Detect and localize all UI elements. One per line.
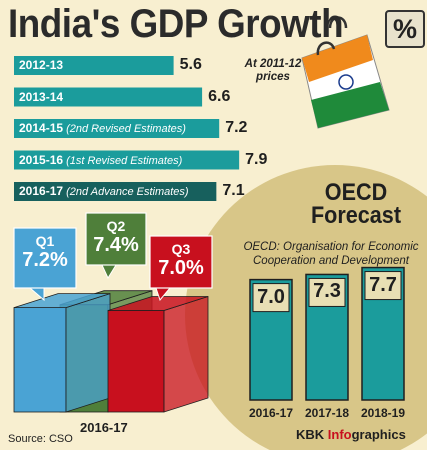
quarterly-3d-bars xyxy=(13,212,213,413)
oecd-bar-year: 2017-18 xyxy=(304,406,350,420)
oecd-value-box xyxy=(252,283,290,313)
percent-icon: % xyxy=(385,10,425,48)
quarter-callout xyxy=(13,227,77,289)
gdp-bar-note: (1st Revised Estimates) xyxy=(63,154,183,167)
quarter-bar-top xyxy=(107,296,209,311)
gdp-bar-label: 2016-17 (2nd Advance Estimates) xyxy=(19,184,189,198)
gdp-bar xyxy=(14,150,240,170)
source-note: Source: CSO xyxy=(8,433,73,445)
gdp-bar xyxy=(14,87,203,107)
brand-highlight: Info xyxy=(327,427,352,442)
oecd-bars xyxy=(249,266,405,401)
gdp-bar-value: 7.9 xyxy=(245,150,268,168)
gdp-bar-value: 5.6 xyxy=(179,56,202,73)
oecd-value-box xyxy=(308,277,346,307)
quarter-callout-pointer xyxy=(101,264,117,280)
gdp-bar-label: 2013-14 xyxy=(19,90,63,104)
quarter-callout xyxy=(85,212,147,266)
gdp-bar-category: 2014-15 xyxy=(19,121,64,135)
quarter-bar-side xyxy=(65,293,111,413)
gdp-bar-category: 2016-17 xyxy=(19,184,64,198)
oecd-bar-value: 7.7 xyxy=(369,273,397,296)
oecd-title: OECD Forecast xyxy=(293,179,419,229)
oecd-bar-value: 7.3 xyxy=(313,280,341,303)
gdp-bar-category: 2013-14 xyxy=(19,89,64,104)
gdp-bar-value: 7.2 xyxy=(225,119,248,136)
price-note: At 2011-12 prices xyxy=(244,58,302,83)
quarter-bar-front xyxy=(107,310,165,413)
quarter-callout-text: Q2 7.4% xyxy=(87,218,145,256)
oecd-title-line1: OECD xyxy=(324,179,388,206)
shopping-bag-icon xyxy=(301,16,390,129)
gdp-bar-label: 2012-13 xyxy=(19,58,63,72)
oecd-value-box xyxy=(364,271,402,301)
gdp-bar-value: 6.6 xyxy=(208,87,231,105)
quarter-name: Q1 xyxy=(35,233,55,249)
brand-prefix: KBK xyxy=(296,427,328,442)
quarter-callout-text: Q3 7.0% xyxy=(152,241,210,279)
horizontal-bars xyxy=(14,56,240,201)
gdp-bar xyxy=(14,182,217,201)
brand-suffix: graphics xyxy=(351,427,406,442)
quarter-name: Q3 xyxy=(171,241,191,257)
brand-logo: KBK Infographics xyxy=(296,427,406,442)
quarter-bar-front xyxy=(13,307,67,413)
oecd-title-line2: Forecast xyxy=(310,202,402,229)
gdp-bar-label: 2014-15 (2nd Revised Estimates) xyxy=(19,121,186,135)
quarter-bar-side xyxy=(163,295,209,413)
oecd-subtitle: OECD: Organisation for Economic Cooperat… xyxy=(243,241,419,267)
quarter-callout-pointer xyxy=(28,287,45,302)
gdp-bar-label: 2015-16 (1st Revised Estimates) xyxy=(19,153,182,167)
quarter-value: 7.2% xyxy=(22,249,68,271)
page-title: India's GDP Growth xyxy=(8,2,344,46)
gdp-bar-category: 2015-16 xyxy=(19,152,64,167)
gdp-bar xyxy=(14,119,220,138)
gdp-bar xyxy=(14,56,174,75)
gdp-bar-note: (2nd Revised Estimates) xyxy=(63,123,186,135)
oecd-bar-year: 2016-17 xyxy=(248,406,294,420)
gdp-bar-note: (2nd Advance Estimates) xyxy=(63,186,189,198)
quarter-value: 7.4% xyxy=(93,234,139,256)
quarter-callout xyxy=(149,235,213,289)
quarter-callout-text: Q1 7.2% xyxy=(16,233,74,271)
oecd-bar-year: 2018-19 xyxy=(360,406,406,420)
quarter-chart-xlabel: 2016-17 xyxy=(80,420,128,435)
quarter-value: 7.0% xyxy=(158,257,204,279)
quarter-name: Q2 xyxy=(106,218,126,234)
gdp-bar-category: 2012-13 xyxy=(19,58,64,72)
oecd-bar-value: 7.0 xyxy=(257,285,285,308)
gdp-bar-value: 7.1 xyxy=(222,182,245,199)
